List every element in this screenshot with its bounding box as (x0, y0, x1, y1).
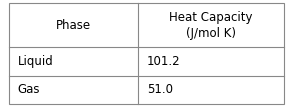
Text: Liquid: Liquid (18, 55, 53, 68)
Text: Phase: Phase (56, 19, 91, 32)
Text: 51.0: 51.0 (147, 83, 173, 96)
Text: 101.2: 101.2 (147, 55, 181, 68)
Text: Heat Capacity
(J/mol K): Heat Capacity (J/mol K) (169, 11, 253, 40)
Text: Gas: Gas (18, 83, 40, 96)
